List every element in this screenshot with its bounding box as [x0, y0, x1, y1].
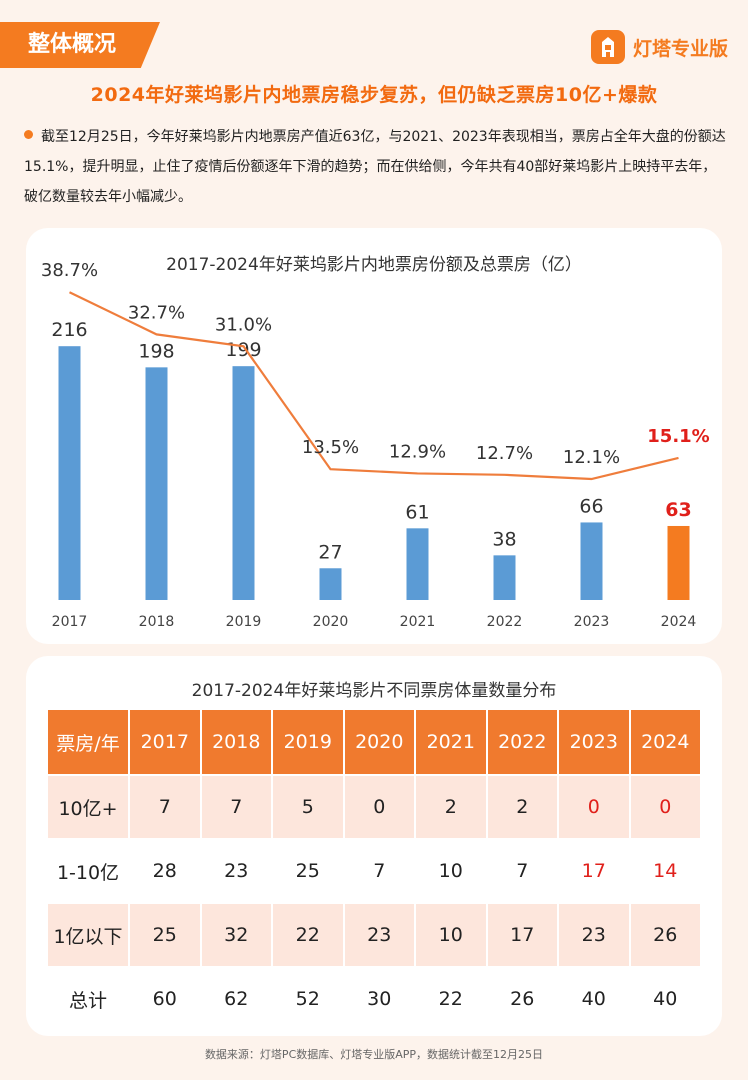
table-year-header: 2022 [487, 710, 557, 774]
share-value-label: 38.7% [41, 260, 98, 281]
share-line [69, 291, 679, 481]
chart-card: 2017-2024年好莱坞影片内地票房份额及总票房（亿） 216 2017 198 2… [26, 228, 722, 644]
table-cell: 7 [201, 776, 271, 838]
bar [493, 555, 516, 600]
bar-value-label: 61 [405, 501, 429, 523]
table-cell: 62 [201, 968, 271, 1030]
table-year-header: 2024 [630, 710, 700, 774]
table-row: 1-10亿 28 23 25 7 10 7 17 14 [48, 840, 700, 902]
x-tick-label: 2022 [487, 614, 523, 630]
table-cell: 30 [344, 968, 414, 1030]
table-cell: 23 [559, 904, 629, 966]
x-tick-label: 2018 [139, 614, 175, 630]
data-source: 数据来源：灯塔PC数据库、灯塔专业版APP，数据统计截至12月25日 [204, 1048, 544, 1061]
share-value-label: 31.0% [215, 314, 272, 335]
bar-value-label: 199 [225, 339, 261, 361]
share-value-label: 32.7% [128, 302, 185, 323]
table-cell: 17 [559, 840, 629, 902]
combo-chart: 216 2017 198 2018 199 2019 27 2020 61 2021 38 2022 6… [41, 260, 710, 630]
share-value-label: 13.5% [302, 437, 359, 458]
bar [319, 568, 342, 600]
table-cell: 17 [487, 904, 557, 966]
bar-value-label: 63 [665, 499, 691, 521]
lighthouse-icon [590, 30, 625, 64]
table-cell: 26 [630, 904, 700, 966]
row-label: 1亿以下 [48, 904, 128, 966]
table-year-header: 2023 [559, 710, 629, 774]
table-year-header: 2019 [273, 710, 343, 774]
table-cell: 22 [273, 904, 343, 966]
table-year-header: 2017 [130, 710, 200, 774]
brand: 灯塔专业版 [590, 30, 728, 64]
table-cell: 40 [630, 968, 700, 1030]
bar-value-label: 66 [579, 495, 603, 517]
table-row: 1亿以下 25 32 22 23 10 17 23 26 [48, 904, 700, 966]
table-cell: 25 [273, 840, 343, 902]
table-year-header: 2018 [201, 710, 271, 774]
distribution-table: 票房/年 2017 2018 2019 2020 2021 2022 2023 2024 10亿… [46, 708, 702, 1032]
table-row: 10亿+ 7 7 5 0 2 2 0 0 [48, 776, 700, 838]
table-cell: 23 [344, 904, 414, 966]
table-corner-header: 票房/年 [48, 710, 128, 774]
share-value-label: 15.1% [647, 426, 709, 447]
x-tick-label: 2023 [574, 614, 610, 630]
table-year-header: 2021 [416, 710, 486, 774]
table-cell: 7 [487, 840, 557, 902]
bar-value-label: 198 [138, 340, 174, 362]
table-year-header: 2020 [344, 710, 414, 774]
bar [667, 525, 690, 600]
table-cell: 23 [201, 840, 271, 902]
x-tick-label: 2019 [226, 614, 262, 630]
table-cell: 7 [130, 776, 200, 838]
table-row: 总计 60 62 52 30 22 26 40 40 [48, 968, 700, 1030]
table-cell: 52 [273, 968, 343, 1030]
bar-value-label: 216 [51, 319, 87, 341]
table-cell: 10 [416, 904, 486, 966]
table-title: 2017-2024年好莱坞影片不同票房体量数量分布 [191, 681, 557, 701]
bar-value-label: 38 [492, 528, 516, 550]
table-cell: 2 [416, 776, 486, 838]
summary-text: 截至12月25日，今年好莱坞影片内地票房产值近63亿，与2021、2023年表现… [24, 129, 726, 205]
row-label: 1-10亿 [48, 840, 128, 902]
table-cell: 40 [559, 968, 629, 1030]
table-cell: 26 [487, 968, 557, 1030]
bar [145, 367, 168, 600]
row-label: 总计 [48, 968, 128, 1030]
table-header-row: 票房/年 2017 2018 2019 2020 2021 2022 2023 2024 [48, 710, 700, 774]
bullet-icon [24, 130, 33, 139]
table-cell: 5 [273, 776, 343, 838]
table-cell: 7 [344, 840, 414, 902]
summary-paragraph: 截至12月25日，今年好莱坞影片内地票房产值近63亿，与2021、2023年表现… [24, 122, 730, 212]
table-cell: 10 [416, 840, 486, 902]
table-cell: 0 [630, 776, 700, 838]
section-tag: 整体概况 [0, 22, 160, 68]
chart-title: 2017-2024年好莱坞影片内地票房份额及总票房（亿） [166, 255, 582, 275]
x-tick-label: 2024 [661, 614, 697, 630]
brand-name: 灯塔专业版 [632, 37, 728, 60]
share-value-label: 12.9% [389, 441, 446, 462]
bar [58, 346, 81, 600]
share-value-label: 12.1% [563, 447, 620, 468]
table-cell: 25 [130, 904, 200, 966]
row-label: 10亿+ [48, 776, 128, 838]
bar-value-label: 27 [318, 541, 342, 563]
bar [406, 528, 429, 600]
table-cell: 22 [416, 968, 486, 1030]
bar [232, 366, 255, 600]
table-card: 2017-2024年好莱坞影片不同票房体量数量分布 票房/年 2017 2018 20… [26, 656, 722, 1036]
table-cell: 0 [559, 776, 629, 838]
table-cell: 0 [344, 776, 414, 838]
table-cell: 28 [130, 840, 200, 902]
share-value-label: 12.7% [476, 443, 533, 464]
table-cell: 2 [487, 776, 557, 838]
table-cell: 14 [630, 840, 700, 902]
table-cell: 60 [130, 968, 200, 1030]
headline: 2024年好莱坞影片内地票房稳步复苏，但仍缺乏票房10亿+爆款 [90, 84, 658, 106]
table-cell: 32 [201, 904, 271, 966]
x-tick-label: 2021 [400, 614, 436, 630]
x-tick-label: 2020 [313, 614, 349, 630]
x-tick-label: 2017 [52, 614, 88, 630]
bar [580, 522, 603, 600]
